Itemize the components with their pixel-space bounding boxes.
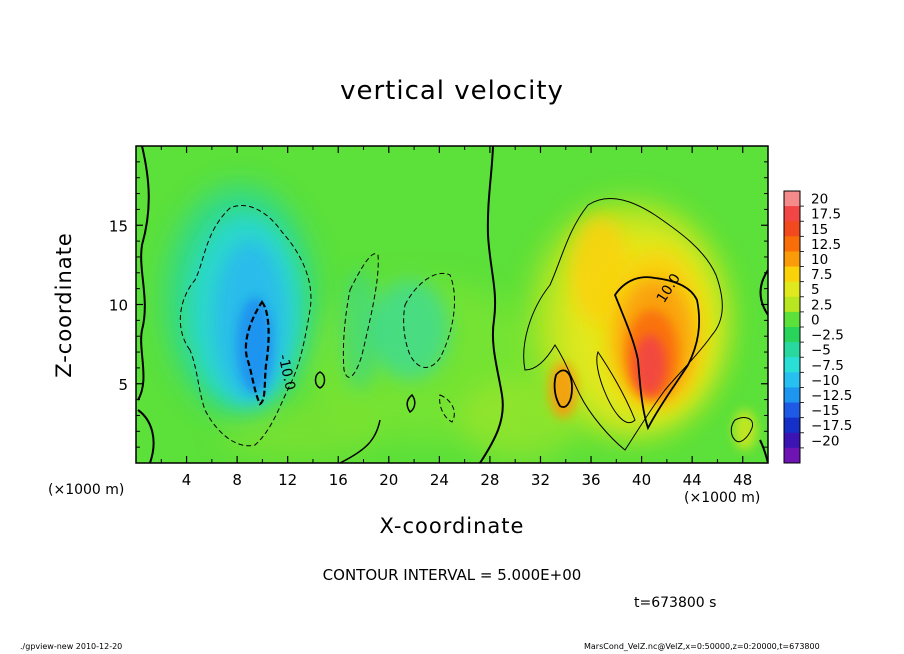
zero-contour-main xyxy=(479,146,504,463)
colorbar-segment xyxy=(784,221,800,237)
colorbar-segment xyxy=(784,357,800,373)
y-tick-label: 10 xyxy=(109,297,128,315)
x-tick-label: 24 xyxy=(430,471,449,489)
colorbar-segment xyxy=(784,327,800,343)
contour-plus5-main xyxy=(523,197,723,451)
contour-interval-label: CONTOUR INTERVAL = 5.000E+00 xyxy=(322,566,582,584)
colorbar-label: 0 xyxy=(811,312,820,328)
x-tick-label: 12 xyxy=(278,471,297,489)
colorbar-label: 20 xyxy=(811,192,828,208)
colorbar-segment xyxy=(784,432,800,449)
colorbar-label: 17.5 xyxy=(811,207,841,223)
time-label: t=673800 s xyxy=(634,595,717,611)
x-tick-label: 36 xyxy=(581,471,600,489)
colorbar-segment xyxy=(784,342,800,358)
colorbar-label: −12.5 xyxy=(811,388,852,404)
x-tick-label: 28 xyxy=(480,471,499,489)
x-tick-label: 44 xyxy=(683,471,702,489)
contour-label-minus10: -10.0 xyxy=(275,353,298,392)
x-tick-label: 20 xyxy=(379,471,398,489)
contour-lines xyxy=(137,146,768,463)
colorbar-label: 10 xyxy=(811,252,828,268)
x-tick-label: 8 xyxy=(232,471,242,489)
colorbar-segment xyxy=(784,372,800,388)
y-tick-label: 5 xyxy=(118,376,128,394)
x-tick-label: 4 xyxy=(182,471,192,489)
colorbar-segment xyxy=(784,296,800,313)
colorbar-label: 15 xyxy=(811,222,828,238)
x-axis-label: X-coordinate xyxy=(379,514,525,538)
x-tick-label: 48 xyxy=(733,471,752,489)
x-tick-label: 16 xyxy=(329,471,348,489)
colorbar-segment xyxy=(784,387,800,404)
colorbar-segment xyxy=(784,281,800,298)
colorbar-label: −15 xyxy=(811,403,840,419)
colorbar-segment xyxy=(784,191,800,207)
colorbar-label: −7.5 xyxy=(811,358,844,374)
colorbar-segment xyxy=(784,251,800,268)
colorbar-label: −5 xyxy=(811,343,831,359)
colorbar-label: 2.5 xyxy=(811,297,832,313)
updraft-core xyxy=(634,335,666,395)
footer-program-info: ./gpview-new 2010-12-20 xyxy=(20,642,123,651)
colorbar-segment xyxy=(784,402,800,419)
colorbar-segment xyxy=(784,236,800,252)
colorbar-label: 5 xyxy=(811,282,820,298)
colorbar-segment xyxy=(784,447,800,464)
colorbar-segment xyxy=(784,311,800,328)
colorbar-label: 7.5 xyxy=(811,267,832,283)
contour-minus5-main xyxy=(179,205,312,447)
colorbar-segment xyxy=(784,417,800,434)
x-unit-label-left: (×1000 m) xyxy=(48,482,125,498)
colorbar-segment xyxy=(784,206,800,222)
heatmap-field xyxy=(136,146,768,463)
colorbar-label: −10 xyxy=(811,373,840,389)
chart-title: vertical velocity xyxy=(340,76,564,106)
downdraft-core xyxy=(237,297,273,393)
contour-plus10 xyxy=(613,276,701,431)
footer-file-info: MarsCond_VelZ.nc@VelZ,x=0:50000,z=0:2000… xyxy=(584,642,820,651)
colorbar: 2017.51512.5107.552.50−2.5−5−7.5−10−12.5… xyxy=(783,190,852,464)
colorbar-label: 12.5 xyxy=(811,237,841,253)
x-tick-label: 32 xyxy=(531,471,550,489)
contour-minus10 xyxy=(244,300,270,406)
x-axis: 4 8 12 16 20 24 28 32 36 40 44 48 xyxy=(160,146,752,489)
y-axis: 5 10 15 xyxy=(109,161,768,448)
colorbar-segment xyxy=(784,266,800,283)
y-tick-label: 15 xyxy=(109,217,128,235)
x-unit-label-right: (×1000 m) xyxy=(684,490,761,506)
colorbar-label: −20 xyxy=(811,433,840,449)
colorbar-label: −2.5 xyxy=(811,328,844,344)
x-tick-label: 40 xyxy=(632,471,651,489)
colorbar-label: −17.5 xyxy=(811,418,852,434)
